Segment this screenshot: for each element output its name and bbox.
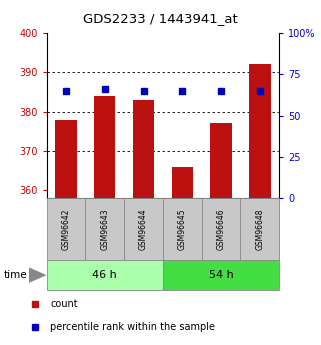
Bar	[47, 260, 163, 290]
Text: percentile rank within the sample: percentile rank within the sample	[50, 322, 215, 332]
Bar	[163, 198, 202, 260]
Text: GSM96646: GSM96646	[217, 209, 226, 250]
Bar	[55, 119, 77, 198]
Text: GDS2233 / 1443941_at: GDS2233 / 1443941_at	[83, 12, 238, 25]
Text: GSM96643: GSM96643	[100, 209, 109, 250]
Text: time: time	[3, 270, 27, 280]
Polygon shape	[29, 267, 47, 283]
Text: GSM96648: GSM96648	[256, 209, 265, 250]
Bar	[249, 64, 271, 198]
Bar	[211, 124, 232, 198]
Bar	[163, 260, 279, 290]
Text: GSM96644: GSM96644	[139, 209, 148, 250]
Bar	[124, 198, 163, 260]
Bar	[133, 100, 154, 198]
Bar	[47, 198, 85, 260]
Bar	[240, 198, 279, 260]
Bar	[85, 198, 124, 260]
Text: GSM96642: GSM96642	[61, 209, 70, 250]
Text: GSM96645: GSM96645	[178, 209, 187, 250]
Bar	[172, 167, 193, 198]
Text: 46 h: 46 h	[92, 270, 117, 280]
Bar	[202, 198, 240, 260]
Bar	[94, 96, 115, 198]
Text: 54 h: 54 h	[209, 270, 233, 280]
Text: count: count	[50, 299, 78, 309]
